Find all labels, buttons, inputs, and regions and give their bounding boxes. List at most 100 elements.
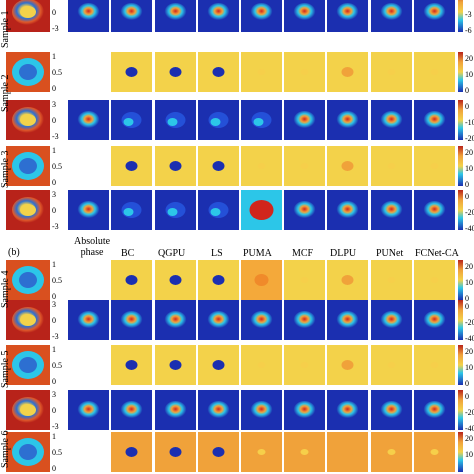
- error-spot: [300, 163, 309, 169]
- result-cell: [414, 432, 455, 472]
- phase-blob: [293, 401, 316, 419]
- result-cell: [284, 146, 325, 186]
- colorbar-tick-label: 0: [465, 180, 469, 189]
- result-cell: [414, 0, 455, 32]
- result-cell: [371, 0, 412, 32]
- result-cell: [68, 300, 109, 340]
- result-cell: [414, 190, 455, 230]
- result-cell: [371, 190, 412, 230]
- phase-blob: [380, 311, 403, 329]
- sample-core: [19, 444, 37, 460]
- phase-blob: [207, 3, 230, 21]
- axis-tick-label: 0: [52, 206, 56, 215]
- result-cell: [111, 146, 152, 186]
- result-cell: [111, 390, 152, 430]
- error-spot: [212, 275, 225, 285]
- result-cell: [198, 300, 239, 340]
- axis-tick-label: -3: [52, 222, 59, 231]
- phase-blob: [336, 401, 359, 419]
- result-cell: [198, 100, 239, 140]
- result-cell: [284, 100, 325, 140]
- colorbar: [458, 190, 463, 230]
- sample-error-image: [6, 146, 50, 186]
- phase-blob: [250, 401, 273, 419]
- panel-label: (b): [8, 247, 20, 258]
- axis-tick-label: 0.5: [52, 361, 62, 370]
- phase-blob: [423, 111, 446, 129]
- result-cell: [327, 0, 368, 32]
- axis-tick-label: 1: [52, 146, 56, 155]
- axis-tick-label: 0: [52, 178, 56, 187]
- result-cell: [327, 190, 368, 230]
- colorbar-tick-label: 20: [465, 54, 473, 63]
- result-cell: [327, 390, 368, 430]
- result-cell: [155, 52, 196, 92]
- phase-blob: [164, 401, 187, 419]
- phase-blob: [77, 3, 100, 21]
- sample-error-image: [6, 345, 50, 385]
- result-cell: [155, 190, 196, 230]
- sample-label: Sample 3: [0, 150, 11, 189]
- axis-tick-label: 0: [52, 8, 56, 17]
- column-header: MCF: [292, 248, 314, 259]
- error-spot: [169, 360, 182, 370]
- result-cell: [371, 146, 412, 186]
- axis-tick-label: 3: [52, 300, 56, 309]
- sample-error-image: [6, 52, 50, 92]
- error-spot: [254, 274, 269, 286]
- sample-label: Sample 2: [0, 74, 11, 113]
- colorbar-tick-label: 10: [465, 450, 473, 459]
- colorbar-tick-label: 0: [465, 86, 469, 95]
- error-spot: [125, 275, 138, 285]
- column-header: Absolute phase: [74, 236, 111, 258]
- sample-core: [19, 158, 37, 174]
- result-cell: [198, 345, 239, 385]
- result-cell: [241, 190, 282, 230]
- colorbar-tick-label: -40: [465, 334, 474, 343]
- sample-error-image: [6, 432, 50, 472]
- colorbar-tick-label: -40: [465, 224, 474, 233]
- colorbar: [458, 260, 463, 300]
- result-cell: [414, 345, 455, 385]
- result-cell: [327, 260, 368, 300]
- error-spot: [125, 360, 138, 370]
- result-cell: [241, 300, 282, 340]
- artifact: [210, 118, 221, 126]
- colorbar: [458, 146, 463, 186]
- phase-blob: [423, 311, 446, 329]
- axis-tick-label: 3: [52, 390, 56, 399]
- sample-image: [6, 0, 50, 32]
- phase-blob: [423, 201, 446, 219]
- axis-tick-label: 0: [52, 377, 56, 386]
- colorbar-tick-label: 10: [465, 70, 473, 79]
- result-cell: [198, 190, 239, 230]
- sample-label: Sample 1: [0, 10, 11, 49]
- result-cell: [241, 146, 282, 186]
- phase-blob: [380, 111, 403, 129]
- result-cell: [111, 190, 152, 230]
- result-cell: [155, 100, 196, 140]
- result-cell: [284, 390, 325, 430]
- error-spot: [387, 362, 396, 368]
- phase-blob: [207, 311, 230, 329]
- colorbar-tick-label: -3: [465, 10, 472, 19]
- result-cell: [414, 52, 455, 92]
- result-cell: [198, 146, 239, 186]
- phase-blob: [380, 401, 403, 419]
- colorbar-tick-label: -20: [465, 134, 474, 143]
- sample-label: Sample 4: [0, 270, 11, 309]
- error-spot: [125, 161, 138, 171]
- axis-tick-label: 3: [52, 0, 56, 1]
- error-spot: [341, 447, 354, 457]
- sample-core: [20, 114, 36, 126]
- phase-blob: [164, 3, 187, 21]
- result-cell: [371, 390, 412, 430]
- colorbar-tick-label: 20: [465, 347, 473, 356]
- axis-tick-label: 3: [52, 190, 56, 199]
- error-spot: [257, 362, 266, 368]
- colorbar: [458, 0, 463, 32]
- result-cell: [155, 146, 196, 186]
- result-cell: [414, 100, 455, 140]
- result-cell: [327, 432, 368, 472]
- error-spot: [341, 275, 354, 285]
